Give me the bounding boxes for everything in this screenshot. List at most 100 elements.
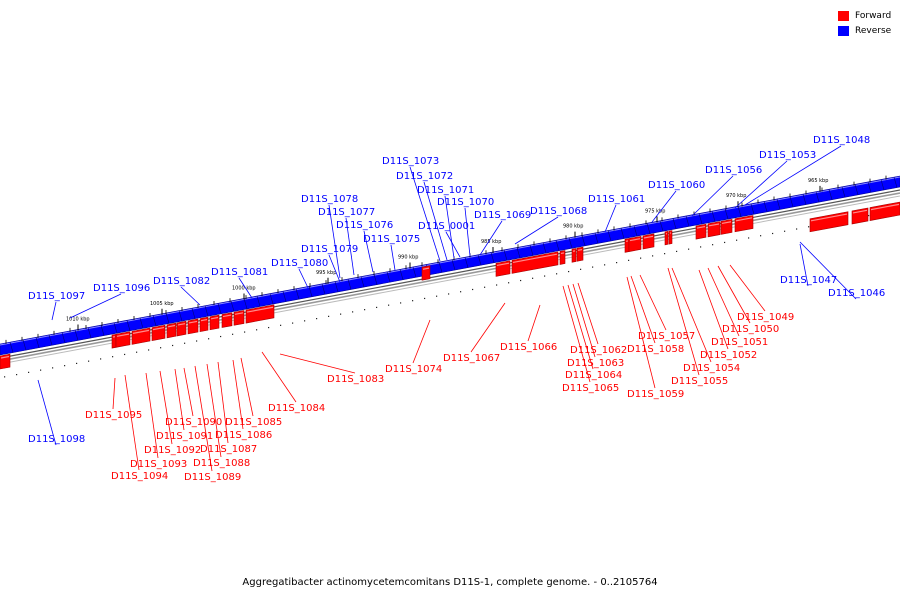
track-dot bbox=[328, 315, 330, 317]
reverse-label-leader bbox=[444, 195, 455, 259]
reverse-gene-divider bbox=[48, 334, 53, 346]
forward-block-highlight bbox=[852, 209, 868, 214]
forward-block-highlight bbox=[870, 203, 900, 211]
reverse-strand-band bbox=[0, 175, 900, 356]
forward-label-leader bbox=[667, 267, 700, 376]
forward-gene-label: D11S_1049 bbox=[737, 312, 794, 323]
track-dot bbox=[580, 268, 582, 270]
reverse-gene-divider bbox=[87, 327, 92, 339]
reverse-label-leader bbox=[238, 277, 253, 299]
forward-label-leader bbox=[626, 276, 656, 389]
reverse-gene-divider bbox=[100, 325, 105, 336]
reverse-gene-divider bbox=[685, 215, 690, 227]
reverse-gene-label: D11S_1075 bbox=[363, 234, 420, 245]
forward-gene-label: D11S_1085 bbox=[225, 417, 282, 428]
reverse-gene-divider bbox=[867, 181, 872, 193]
forward-gene-label: D11S_1055 bbox=[671, 376, 728, 387]
forward-gene-label: D11S_1094 bbox=[111, 471, 168, 482]
track-dot bbox=[280, 324, 282, 326]
tick-label: 995 kbp bbox=[316, 270, 336, 276]
forward-label-leader bbox=[567, 284, 594, 370]
track-dot bbox=[88, 360, 90, 362]
track-dot bbox=[124, 353, 126, 356]
track-dot bbox=[484, 286, 486, 288]
forward-label-leader bbox=[470, 302, 506, 353]
forward-block-highlight bbox=[188, 320, 198, 324]
forward-gene-block bbox=[809, 211, 849, 233]
forward-block-highlight bbox=[132, 329, 150, 334]
reverse-gene-label: D11S_1053 bbox=[759, 150, 816, 161]
forward-label-leader bbox=[124, 374, 140, 471]
reverse-label-leader bbox=[604, 204, 617, 233]
track-dot bbox=[544, 275, 546, 277]
reverse-label-leader bbox=[328, 204, 341, 279]
legend-item-reverse[interactable]: Reverse bbox=[838, 23, 891, 38]
forward-gene-label: D11S_1089 bbox=[184, 472, 241, 483]
reverse-swatch bbox=[838, 25, 849, 36]
track-dot bbox=[256, 329, 258, 331]
forward-gene-block bbox=[869, 201, 900, 221]
forward-label-leader bbox=[145, 372, 159, 459]
reverse-gene-divider bbox=[230, 300, 235, 312]
reverse-gene-divider bbox=[386, 271, 391, 283]
reverse-gene-label: D11S_1096 bbox=[93, 283, 150, 294]
reverse-gene-divider bbox=[633, 225, 638, 237]
reverse-label-leader bbox=[799, 243, 809, 287]
forward-gene-label: D11S_1050 bbox=[722, 324, 779, 335]
track-dot bbox=[196, 340, 198, 342]
reverse-gene-label: D11S_1047 bbox=[780, 275, 837, 286]
forward-block-highlight bbox=[496, 262, 510, 267]
reverse-gene-divider bbox=[61, 332, 66, 343]
reverse-gene-divider bbox=[529, 244, 534, 256]
track-dot bbox=[736, 239, 738, 241]
reverse-gene-divider bbox=[113, 322, 118, 334]
tick-label: 1010 kbp bbox=[66, 316, 90, 322]
reverse-label-leader bbox=[445, 231, 461, 258]
reverse-gene-divider bbox=[321, 283, 326, 295]
forward-block-highlight bbox=[167, 324, 176, 328]
forward-block-highlight bbox=[177, 323, 186, 326]
tick-label: 1000 kbp bbox=[232, 285, 256, 291]
forward-label-leader bbox=[159, 370, 173, 445]
reverse-label-leader bbox=[37, 379, 57, 446]
reverse-gene-divider bbox=[451, 259, 456, 271]
reverse-gene-divider bbox=[22, 339, 27, 351]
forward-gene-label: D11S_1091 bbox=[156, 431, 213, 442]
reverse-gene-label: D11S_1071 bbox=[417, 185, 474, 196]
forward-block-highlight bbox=[560, 252, 565, 255]
reverse-gene-label: D11S_1076 bbox=[336, 220, 393, 231]
reverse-gene-label: D11S_1070 bbox=[437, 197, 494, 208]
reverse-gene-label: D11S_1077 bbox=[318, 207, 375, 218]
forward-label-leader bbox=[707, 267, 740, 337]
track-dot bbox=[772, 232, 774, 235]
track-dot bbox=[628, 259, 630, 261]
reverse-gene-divider bbox=[399, 269, 404, 280]
reverse-gene-label: D11S_1068 bbox=[530, 206, 587, 217]
reverse-gene-divider bbox=[542, 242, 547, 254]
reverse-gene-label: D11S_1073 bbox=[382, 156, 439, 167]
forward-gene-label: D11S_1064 bbox=[565, 370, 622, 381]
forward-label-leader bbox=[174, 368, 185, 431]
reverse-gene-divider bbox=[74, 329, 79, 341]
track-dot bbox=[64, 365, 66, 367]
legend-item-forward[interactable]: Forward bbox=[838, 8, 891, 23]
forward-label-leader bbox=[279, 353, 356, 374]
reverse-gene-divider bbox=[217, 303, 222, 314]
track-dot bbox=[436, 295, 438, 297]
reverse-gene-divider bbox=[698, 213, 703, 225]
reverse-gene-divider bbox=[724, 208, 729, 220]
track-dot bbox=[352, 311, 354, 313]
forward-label-leader bbox=[671, 267, 712, 363]
reverse-gene-label: D11S_1056 bbox=[705, 165, 762, 176]
reverse-gene-divider bbox=[737, 206, 742, 217]
reverse-label-leader bbox=[328, 254, 341, 283]
forward-block-highlight bbox=[512, 253, 558, 264]
track-dot bbox=[472, 288, 474, 291]
reverse-gene-divider bbox=[347, 278, 352, 290]
forward-gene-block bbox=[511, 251, 559, 274]
reverse-gene-divider bbox=[672, 218, 677, 229]
reverse-gene-divider bbox=[360, 276, 365, 288]
tick-label: 1005 kbp bbox=[150, 301, 174, 307]
reverse-gene-divider bbox=[581, 235, 586, 246]
forward-block-highlight bbox=[116, 333, 130, 337]
